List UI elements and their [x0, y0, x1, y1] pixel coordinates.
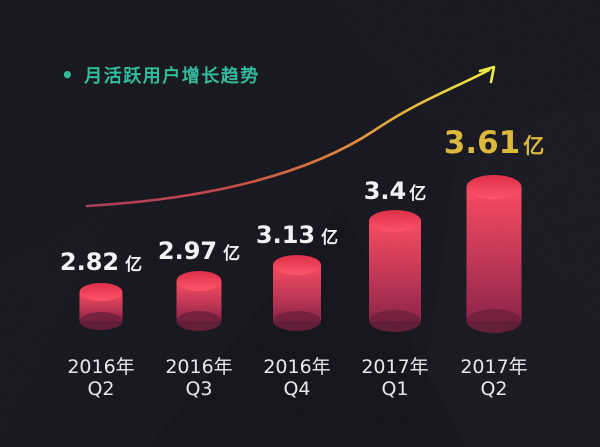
title-bullet-icon: •: [61, 63, 76, 87]
chart-title-text: 月活跃用户增长趋势: [84, 66, 260, 87]
chart-title: • 月活跃用户增长趋势: [61, 62, 260, 88]
